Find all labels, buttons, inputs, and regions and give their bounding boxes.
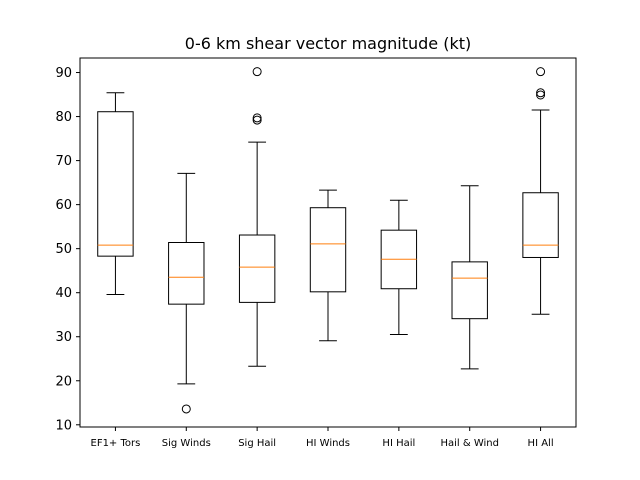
box-iqr [238, 234, 276, 303]
box-group-7 [522, 67, 559, 315]
box-iqr [309, 207, 347, 293]
outlier-point [252, 67, 262, 77]
outlier-point [536, 90, 546, 100]
outlier-point [181, 404, 191, 414]
y-tick-label: 80 [55, 110, 72, 125]
outlier-point [536, 88, 546, 98]
y-tick-label: 70 [55, 154, 72, 169]
y-tick-label: 90 [55, 66, 72, 81]
outlier-point [252, 113, 262, 123]
box-iqr [168, 242, 205, 305]
outlier-point [536, 67, 546, 77]
box-group-2 [168, 172, 205, 414]
x-tick-label: HI Hail [382, 438, 415, 449]
axes-layer: 10 20 30 40 50 60 70 80 90 EF1+ Tors Sig Winds Sig … [55, 57, 577, 449]
plot-frame [79, 57, 577, 428]
y-tick-label: 40 [55, 286, 72, 301]
x-tick-label: Sig Winds [162, 438, 211, 449]
box-group-6 [451, 185, 488, 370]
x-tick-label: Hail & Wind [440, 438, 499, 449]
y-tick-label: 50 [55, 242, 72, 257]
box-group-5 [380, 199, 418, 336]
x-tick-label: Sig Hail [238, 438, 276, 449]
x-tick-label: HI Winds [306, 438, 350, 449]
boxes-layer [97, 67, 559, 414]
x-tick-label: EF1+ Tors [91, 438, 141, 449]
x-tick-label: HI All [528, 438, 554, 449]
box-group-3 [238, 67, 276, 367]
chart-title: 0-6 km shear vector magnitude (kt) [185, 34, 471, 53]
box-group-4 [309, 189, 347, 342]
box-group-1 [97, 92, 134, 295]
box-iqr [97, 111, 134, 257]
box-iqr [451, 261, 488, 320]
y-tick-label: 30 [55, 330, 72, 345]
y-tick-label: 10 [55, 418, 72, 433]
y-tick-label: 60 [55, 198, 72, 213]
outlier-point [252, 115, 262, 125]
box-iqr [522, 192, 559, 258]
y-tick-label: 20 [55, 374, 72, 389]
